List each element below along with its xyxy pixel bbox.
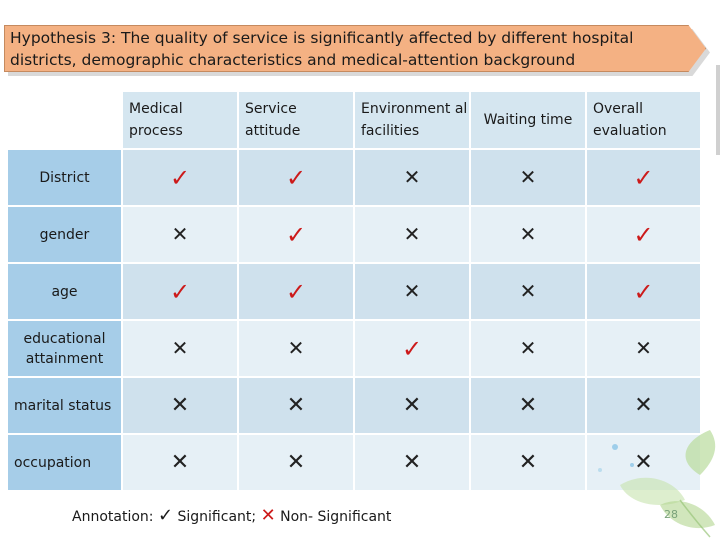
- cell-environmental-facilities: ✕: [355, 150, 469, 205]
- check-icon: ✓: [285, 277, 307, 306]
- table-row: gender ✕ ✓ ✕ ✕ ✓: [8, 207, 700, 262]
- cross-icon: ✕: [518, 450, 538, 475]
- row-label: District: [8, 150, 121, 205]
- check-icon: ✓: [285, 163, 307, 192]
- check-icon: ✓: [285, 220, 307, 249]
- check-icon: ✓: [157, 505, 174, 526]
- cross-icon: ✕: [171, 222, 189, 246]
- cross-icon: ✕: [286, 393, 306, 418]
- cross-icon: ✕: [170, 450, 190, 475]
- cross-icon: ✕: [402, 450, 422, 475]
- column-header-overall-evaluation: Overall evaluation: [587, 92, 700, 148]
- column-header-waiting-time: Waiting time: [471, 92, 585, 148]
- row-label: gender: [8, 207, 121, 262]
- cell-medical-process: ✕: [123, 435, 237, 490]
- cell-service-attitude: ✓: [239, 207, 353, 262]
- check-icon: ✓: [401, 334, 423, 363]
- annotation-non-significant-label: Non- Significant: [280, 509, 392, 525]
- cell-environmental-facilities: ✕: [355, 264, 469, 319]
- row-label: educational attainment: [8, 321, 121, 376]
- cell-medical-process: ✓: [123, 150, 237, 205]
- cell-environmental-facilities: ✕: [355, 435, 469, 490]
- cross-icon: ✕: [635, 336, 652, 360]
- cell-overall-evaluation: ✕: [587, 378, 700, 433]
- cell-environmental-facilities: ✕: [355, 378, 469, 433]
- column-header-medical-process: Medical process: [123, 92, 237, 148]
- cell-overall-evaluation: ✕: [587, 321, 700, 376]
- table-header-row: Medical process Service attitude Environ…: [8, 92, 700, 148]
- side-divider: [716, 65, 720, 155]
- cross-icon: ✕: [403, 165, 421, 189]
- cross-icon: ✕: [634, 393, 653, 418]
- cross-icon: ✕: [286, 450, 306, 475]
- check-icon: ✓: [633, 163, 654, 192]
- cell-service-attitude: ✓: [239, 264, 353, 319]
- check-icon: ✓: [169, 277, 191, 306]
- row-label: occupation: [8, 435, 121, 490]
- cell-waiting-time: ✕: [471, 264, 585, 319]
- check-icon: ✓: [633, 220, 654, 249]
- table-row: age ✓ ✓ ✕ ✕ ✓: [8, 264, 700, 319]
- cell-environmental-facilities: ✕: [355, 207, 469, 262]
- cross-icon: ✕: [403, 222, 421, 246]
- cross-icon: ✕: [519, 165, 537, 189]
- cell-medical-process: ✕: [123, 378, 237, 433]
- cross-icon: ✕: [518, 393, 538, 418]
- cross-icon: ✕: [260, 505, 276, 526]
- cross-icon: ✕: [171, 336, 189, 360]
- cell-medical-process: ✓: [123, 264, 237, 319]
- cell-overall-evaluation: ✓: [587, 207, 700, 262]
- cell-service-attitude: ✓: [239, 150, 353, 205]
- column-header-service-attitude: Service attitude: [239, 92, 353, 148]
- page-number: 28: [664, 508, 678, 521]
- table-row: District ✓ ✓ ✕ ✕ ✓: [8, 150, 700, 205]
- cell-service-attitude: ✕: [239, 435, 353, 490]
- check-icon: ✓: [169, 163, 191, 192]
- cell-medical-process: ✕: [123, 321, 237, 376]
- row-label: age: [8, 264, 121, 319]
- cell-overall-evaluation: ✓: [587, 150, 700, 205]
- hypothesis-table: Medical process Service attitude Environ…: [6, 90, 702, 492]
- cell-waiting-time: ✕: [471, 150, 585, 205]
- cross-icon: ✕: [519, 279, 537, 303]
- cross-icon: ✕: [402, 393, 422, 418]
- column-header-environmental-facilities: Environment al facilities: [355, 92, 469, 148]
- annotation-significant-label: Significant;: [177, 509, 257, 525]
- row-label: marital status: [8, 378, 121, 433]
- cell-service-attitude: ✕: [239, 321, 353, 376]
- cell-environmental-facilities: ✓: [355, 321, 469, 376]
- table-row: educational attainment ✕ ✕ ✓ ✕ ✕: [8, 321, 700, 376]
- cell-medical-process: ✕: [123, 207, 237, 262]
- leaf-decoration: [598, 430, 716, 538]
- title-banner: [4, 25, 706, 72]
- cross-icon: ✕: [519, 336, 537, 360]
- corner-cell: [8, 92, 121, 148]
- annotation-legend: Annotation: ✓ Significant; ✕ Non- Signif…: [72, 505, 391, 528]
- slide-title: Hypothesis 3: The quality of service is …: [10, 29, 634, 69]
- cell-waiting-time: ✕: [471, 435, 585, 490]
- cell-service-attitude: ✕: [239, 378, 353, 433]
- cell-overall-evaluation: ✓: [587, 264, 700, 319]
- table-row: marital status ✕ ✕ ✕ ✕ ✕: [8, 378, 700, 433]
- annotation-prefix: Annotation:: [72, 509, 154, 525]
- cell-waiting-time: ✕: [471, 321, 585, 376]
- cross-icon: ✕: [634, 450, 653, 475]
- cross-icon: ✕: [170, 393, 190, 418]
- cell-waiting-time: ✕: [471, 378, 585, 433]
- cross-icon: ✕: [287, 336, 305, 360]
- check-icon: ✓: [633, 277, 654, 306]
- cross-icon: ✕: [519, 222, 537, 246]
- cross-icon: ✕: [403, 279, 421, 303]
- table-row: occupation ✕ ✕ ✕ ✕ ✕: [8, 435, 700, 490]
- cell-waiting-time: ✕: [471, 207, 585, 262]
